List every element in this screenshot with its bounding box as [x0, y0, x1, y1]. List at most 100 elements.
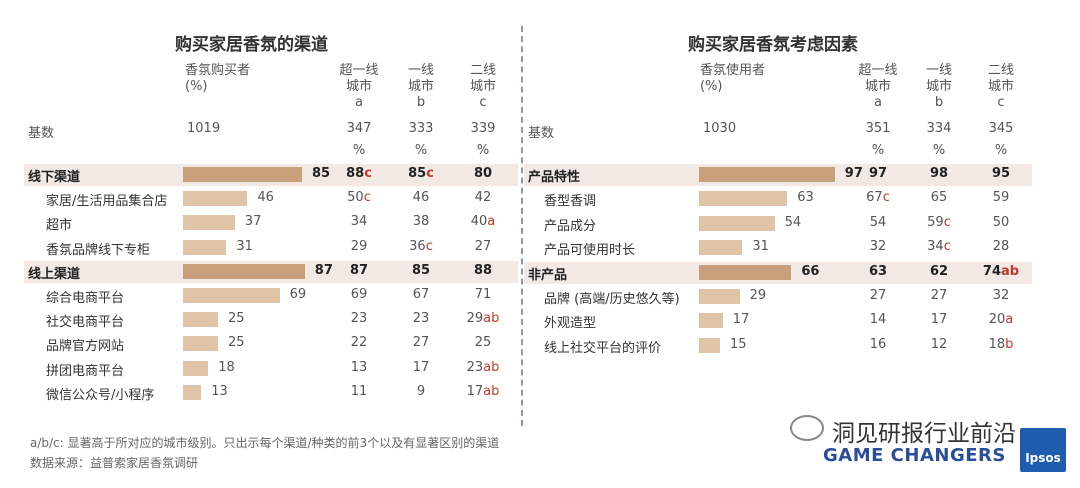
right-col-a-number: 16: [869, 336, 887, 352]
left-col-a-number: 69: [350, 287, 368, 302]
right-col-a-value: 54: [858, 215, 898, 230]
right-col-b-value: 34c: [919, 239, 959, 254]
right-col-c-sig: b: [1005, 336, 1014, 352]
right-row-label: 非产品: [528, 267, 568, 283]
right-col-a-number: 14: [869, 312, 887, 328]
left-col-c-header: 二线 城市 c: [469, 63, 496, 110]
left-col-a-sig: c: [364, 166, 372, 181]
left-col-a-number: 13: [350, 359, 368, 375]
left-col-c-value: 25: [463, 335, 503, 350]
left-col-c-number: 88: [473, 262, 493, 278]
left-col-c-number: 23: [466, 359, 484, 375]
left-row-label: 线下渠道: [28, 170, 81, 185]
right-col-a-number: 27: [869, 288, 887, 303]
left-col-c-sig: ab: [483, 383, 500, 399]
left-col-b-number: 38: [412, 214, 430, 230]
left-col-b-number: 85: [411, 262, 431, 278]
left-row-label: 香氛品牌线下专柜: [46, 242, 151, 258]
left-bar-value: 46: [257, 190, 274, 206]
right-col-c-value: 50: [981, 215, 1021, 230]
right-bar: [699, 313, 723, 329]
left-bar-value: 85: [312, 166, 331, 181]
right-col-b-number: 12: [930, 336, 948, 352]
left-bar: [183, 360, 209, 376]
right-col-b-sig: c: [943, 239, 951, 255]
left-col-a-value: 13: [339, 360, 379, 375]
right-base-total: 1030: [703, 121, 737, 136]
left-col-c-sig: ab: [483, 359, 500, 375]
left-col-c-value: 29ab: [463, 311, 503, 326]
right-pct-b: %: [932, 143, 946, 158]
right-col-a-sig: c: [882, 190, 890, 206]
right-row-label: 品牌 (高端/历史悠久等): [544, 292, 680, 307]
left-col-b-number: 17: [412, 359, 430, 375]
right-col-b-value: 98: [919, 166, 959, 181]
left-col-c-sig: a: [487, 214, 496, 230]
right-col-b-number: 27: [930, 288, 948, 303]
left-bar: [183, 215, 235, 231]
left-col-b-value: 46: [401, 190, 441, 205]
left-bar-value: 87: [314, 262, 333, 278]
left-col-a-value: 69: [339, 287, 379, 302]
left-col-a-header: 超一线 城市 a: [339, 63, 379, 110]
left-col-b-number: 67: [412, 287, 430, 302]
left-col-c-sig: ab: [483, 311, 500, 327]
right-col-c-value: 95: [981, 166, 1021, 181]
left-col-c-value: 80: [463, 166, 503, 181]
right-row-label: 产品成分: [544, 218, 597, 234]
left-bar-value: 37: [244, 214, 262, 230]
left-bar: [183, 312, 218, 328]
left-col-b-number: 9: [416, 383, 426, 399]
right-bar-value: 66: [801, 263, 820, 279]
left-col-total-header-text: 香氛购买者 (%): [185, 63, 251, 94]
right-bar: [699, 264, 792, 280]
right-col-b-value: 62: [919, 264, 959, 279]
right-col-c-number: 32: [992, 288, 1010, 303]
left-col-a-number: 23: [350, 311, 368, 327]
right-col-a-number: 67: [866, 190, 883, 206]
right-pct-a: %: [871, 143, 885, 158]
ipsos-logo: Ipsos: [1020, 428, 1066, 472]
right-chart-title: 购买家居香氛考虑因素: [688, 35, 858, 55]
left-bar: [183, 239, 227, 255]
left-col-c-value: 88: [463, 263, 503, 278]
left-col-total-header: 香氛购买者 (%): [185, 63, 250, 95]
right-pct-c: %: [994, 143, 1008, 158]
right-bar: [699, 337, 720, 353]
left-col-a-value: 11: [339, 384, 379, 399]
left-col-b-value: 67: [401, 287, 441, 302]
right-col-total-header: 香氛使用者 (%): [700, 63, 766, 94]
right-row-label: 线上社交平台的评价: [544, 340, 662, 356]
left-bar: [183, 288, 280, 303]
right-bar-value: 31: [752, 239, 769, 255]
left-base-c: 339: [470, 121, 496, 136]
right-col-a-value: 32: [858, 239, 898, 254]
left-col-c-number: 17: [466, 383, 484, 399]
right-col-c-value: 59: [981, 190, 1021, 205]
footnote: a/b/c: 显著高于所对应的城市级别。只出示每个渠道/种类的前3个以及有显著区…: [30, 436, 500, 450]
left-col-c-value: 40a: [463, 214, 503, 229]
left-chart-title: 购买家居香氛的渠道: [175, 35, 328, 55]
right-col-b-value: 59c: [919, 215, 959, 230]
left-col-c-number: 40: [470, 214, 488, 230]
right-bar-value: 15: [730, 336, 747, 352]
left-col-c-value: 17ab: [463, 384, 503, 399]
right-col-a-value: 27: [858, 288, 898, 303]
left-col-a-value: 29: [339, 239, 379, 254]
left-col-b-sig: c: [426, 166, 434, 181]
left-row-label: 超市: [46, 218, 73, 234]
left-col-c-value: 23ab: [463, 360, 503, 375]
right-bar-value: 54: [784, 214, 802, 230]
left-col-a-value: 88c: [339, 166, 379, 181]
wechat-icon: [790, 415, 824, 441]
left-col-b-value: 23: [401, 311, 441, 326]
left-bar-value: 25: [228, 311, 245, 327]
right-col-b-number: 65: [930, 190, 948, 206]
left-col-b-sig: c: [425, 238, 433, 254]
left-col-c-value: 27: [463, 239, 503, 254]
left-bar: [183, 167, 302, 182]
left-row-label: 品牌官方网站: [46, 339, 125, 355]
watermark-text: 洞见研报行业前沿: [832, 421, 1016, 447]
left-col-b-number: 27: [412, 335, 430, 351]
left-col-b-value: 38: [401, 214, 441, 229]
